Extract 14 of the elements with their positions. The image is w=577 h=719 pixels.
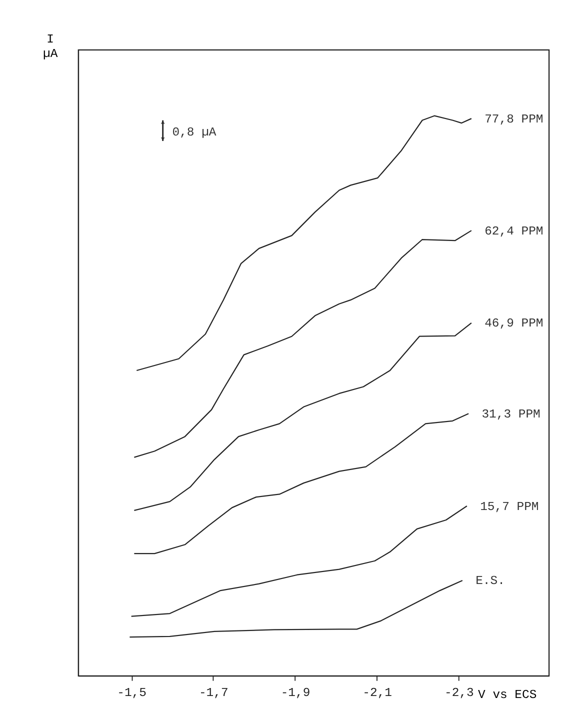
y-axis-title: I µA (43, 32, 58, 61)
annotation: 0,8 µA (172, 125, 217, 140)
series-label: 77,8 PPM (484, 112, 544, 126)
x-axis-title: V vs ECS (478, 688, 537, 702)
x-tick-label: -1,5 (117, 686, 146, 700)
series-label: 46,9 PPM (484, 316, 544, 331)
series-label: E.S. (476, 574, 505, 588)
x-tick-label: -2,1 (362, 686, 392, 700)
x-tick-label: -1,7 (198, 686, 228, 700)
series-label: 31,3 PPM (482, 407, 540, 422)
series-label: 15,7 PPM (480, 500, 539, 514)
x-tick-label: -1,9 (280, 686, 310, 700)
series-label: 62,4 PPM (484, 224, 544, 238)
x-tick-label: -2,3 (444, 686, 474, 700)
